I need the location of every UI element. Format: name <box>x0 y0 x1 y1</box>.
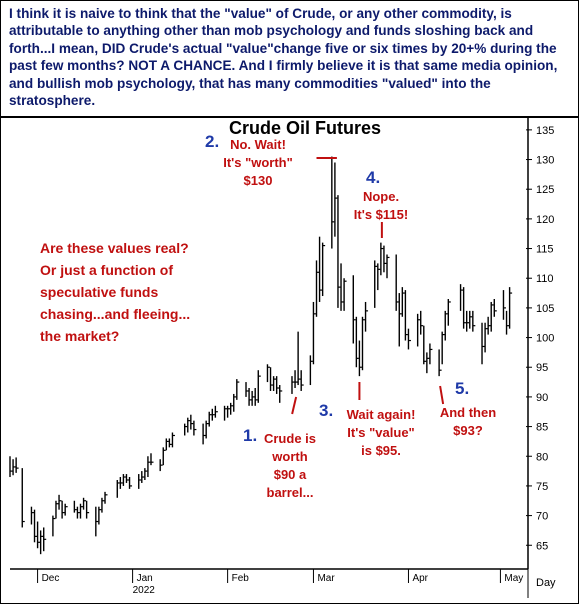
annotation-line: And then <box>439 405 497 420</box>
x-tick-label: Apr <box>412 573 428 584</box>
marker-line-5 <box>439 385 445 405</box>
question-line: speculative funds <box>40 284 159 300</box>
annotation-line: is $95. <box>361 443 401 458</box>
annotation-crude-90: Crude is worth $90 a barrel... <box>258 430 322 502</box>
annotation-line: Wait again! <box>346 407 416 422</box>
annotation-line: worth <box>272 449 308 464</box>
y-tick-label: 100 <box>536 333 554 345</box>
x-tick-label: May <box>504 573 523 584</box>
y-tick-label: 115 <box>536 244 554 256</box>
year-label: 2022 <box>133 585 156 596</box>
x-axis-label: Day <box>536 577 556 589</box>
question-line: Or just a function of <box>40 262 173 278</box>
x-tick-label: Jan <box>137 573 153 584</box>
banner-divider <box>0 116 579 118</box>
question-line: chasing...and fleeing... <box>40 306 191 322</box>
commentary-text: I think it is naive to think that the "v… <box>9 6 558 109</box>
annotation-crude-93: And then $93? <box>428 404 508 440</box>
y-tick-label: 110 <box>536 273 554 285</box>
annotation-number: 1. <box>243 426 258 445</box>
annotation-line: $90 a <box>273 467 307 482</box>
y-tick-label: 130 <box>536 155 554 167</box>
question-annotation: Are these values real? Or just a functio… <box>40 237 260 347</box>
y-tick-label: 75 <box>536 481 548 493</box>
annotation-line: $93? <box>453 423 483 438</box>
y-tick-label: 90 <box>536 392 548 404</box>
marker-line-1 <box>291 396 298 415</box>
y-tick-label: 135 <box>536 125 554 137</box>
annotation-line: Nope. <box>362 189 400 204</box>
annotation-line: It's $115! <box>353 207 409 222</box>
y-tick-label: 80 <box>536 451 548 463</box>
chart-title: Crude Oil Futures <box>229 118 382 138</box>
annotation-crude-115: Nope. It's $115! <box>338 188 424 224</box>
annotation-line: Crude is <box>263 431 316 446</box>
y-tick-label: 95 <box>536 362 548 374</box>
annotation-line: $130 <box>243 173 273 188</box>
annotation-crude-130: No. Wait! It's "worth" $130 <box>218 136 298 190</box>
annotation-line: It's "value" <box>347 425 415 440</box>
question-line: the market? <box>40 328 120 344</box>
annotation-number: 3. <box>319 401 334 420</box>
annotation-line: barrel... <box>266 485 314 500</box>
annotation-line: No. Wait! <box>230 137 286 152</box>
annotation-line: It's "worth" <box>223 155 293 170</box>
y-tick-label: 85 <box>536 422 548 434</box>
y-tick-label: 70 <box>536 511 548 523</box>
y-tick-label: 125 <box>536 184 554 196</box>
x-tick-label: Dec <box>42 573 60 584</box>
annotation-crude-95: Wait again! It's "value" is $95. <box>336 406 426 460</box>
question-line: Are these values real? <box>40 240 189 256</box>
y-tick-label: 120 <box>536 214 554 226</box>
annotation-number: 5. <box>455 379 470 398</box>
y-tick-label: 105 <box>536 303 554 315</box>
annotation-number: 4. <box>366 168 381 187</box>
x-tick-label: Mar <box>317 573 335 584</box>
x-tick-label: Feb <box>232 573 250 584</box>
y-tick-label: 65 <box>536 540 548 552</box>
annotation-number: 2. <box>205 132 220 151</box>
